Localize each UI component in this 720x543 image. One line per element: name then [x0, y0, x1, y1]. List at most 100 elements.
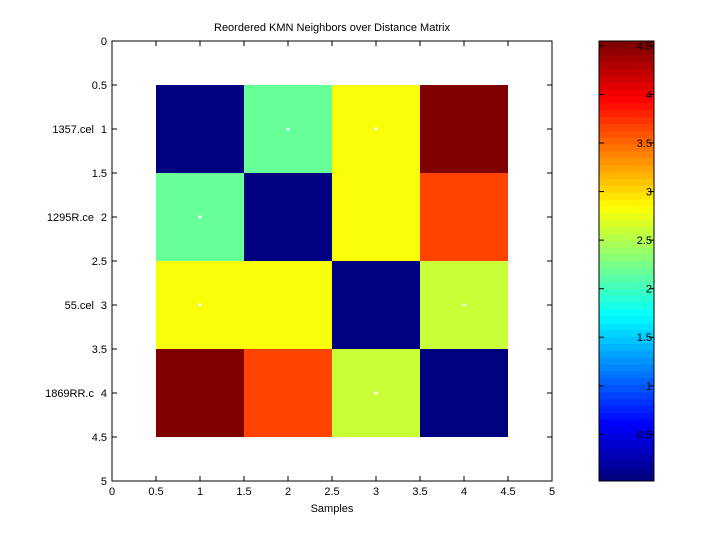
heatmap-cell — [420, 85, 508, 173]
x-tick-label: 3.5 — [412, 486, 427, 498]
colorbar-segment — [599, 474, 654, 482]
colorbar-tick-label: 1 — [646, 381, 652, 393]
colorbar-segment — [599, 288, 654, 296]
colorbar-tick-label: 2.5 — [637, 235, 652, 247]
colorbar-segment — [599, 384, 654, 393]
colorbar-segment — [599, 68, 654, 76]
colorbar-tick-label: 1.5 — [637, 332, 652, 344]
chart-title: Reordered KMN Neighbors over Distance Ma… — [214, 22, 450, 34]
colorbar-segment — [599, 295, 654, 303]
colorbar-segment — [599, 151, 654, 159]
x-tick-label: 0 — [109, 486, 115, 498]
heatmap-cell — [332, 261, 420, 349]
colorbar-segment — [599, 116, 654, 124]
colorbar-tick-label: 3 — [646, 187, 652, 199]
x-tick-label: 2.5 — [324, 486, 339, 498]
colorbar-segment — [599, 144, 654, 152]
colorbar-segment — [599, 453, 654, 461]
colorbar-segment — [599, 240, 654, 248]
x-tick-label: 1 — [197, 486, 203, 498]
heatmap-cell — [420, 173, 508, 261]
colorbar-segment — [599, 185, 654, 193]
colorbar-segment — [599, 343, 654, 351]
x-axis-label: Samples — [311, 503, 354, 515]
colorbar-segment — [599, 432, 654, 441]
row-sample-label: 1357.cel — [52, 124, 94, 136]
colorbar-segment — [599, 247, 654, 255]
y-tick-label: 2 — [101, 212, 107, 224]
neighbor-marker — [286, 127, 290, 131]
colorbar-segment — [599, 446, 654, 454]
colorbar-segment — [599, 364, 654, 372]
colorbar-segment — [599, 350, 654, 358]
x-tick-label: 2 — [285, 486, 291, 498]
colorbar-segment — [599, 47, 654, 56]
colorbar-segment — [599, 178, 654, 186]
colorbar-segment — [599, 419, 654, 427]
colorbar-segment — [599, 164, 654, 173]
y-tick-label: 4.5 — [92, 432, 107, 444]
colorbar-segment — [599, 199, 654, 207]
colorbar-segment — [599, 377, 654, 386]
row-sample-label: 55.cel — [65, 300, 94, 312]
colorbar-segment — [599, 281, 654, 289]
colorbar-segment — [599, 109, 654, 118]
row-sample-label: 1295R.ce — [47, 212, 94, 224]
colorbar-segment — [599, 89, 654, 97]
y-tick-label: 2.5 — [92, 256, 107, 268]
heatmap-cell — [156, 85, 244, 173]
heatmap-cell — [244, 173, 332, 261]
neighbor-marker — [198, 215, 202, 219]
y-tick-label: 5 — [101, 476, 107, 488]
colorbar-tick-label: 0.5 — [637, 429, 652, 441]
axis-ticks: 0 0.5 1 1.5 2 2.5 3 3.5 4 4.5 500.511.522.533.544.… — [45, 36, 555, 498]
colorbar-segment — [599, 61, 654, 69]
colorbar-tick-label: 3.5 — [637, 138, 652, 150]
neighbor-marker — [462, 303, 466, 307]
heatmap-cell — [420, 349, 508, 437]
y-tick-label: 3.5 — [92, 344, 107, 356]
heatmap-cell — [156, 349, 244, 437]
colorbar-segment — [599, 467, 654, 475]
x-tick-label: 3 — [373, 486, 379, 498]
x-tick-label: 0.5 — [148, 486, 163, 498]
colorbar-segment — [599, 302, 654, 310]
colorbar-segment — [599, 329, 654, 338]
colorbar-tick-label: 4 — [646, 89, 652, 101]
heatmap-cell — [244, 261, 332, 349]
colorbar-segment — [599, 157, 654, 166]
colorbar-segment — [599, 54, 654, 63]
colorbar-tick-label: 4.5 — [637, 41, 652, 53]
neighbor-marker — [374, 391, 378, 395]
colorbar-segment — [599, 123, 654, 131]
colorbar-segment — [599, 102, 654, 111]
colorbar-frame — [598, 40, 655, 482]
y-tick-label: 3 — [101, 300, 107, 312]
neighbor-markers — [198, 127, 466, 395]
heatmap-cell — [244, 349, 332, 437]
colorbar: 0.5 1 1.5 2 2.5 3 3.5 4 4.5 — [598, 40, 655, 482]
colorbar-segment — [599, 254, 654, 262]
y-tick-label: 4 — [101, 388, 107, 400]
colorbar-segment — [599, 41, 654, 49]
x-tick-label: 5 — [549, 486, 555, 498]
colorbar-segment — [599, 261, 654, 269]
heatmap-cells — [156, 85, 508, 437]
colorbar-segment — [599, 412, 654, 420]
colorbar-segment — [599, 192, 654, 200]
colorbar-segment — [599, 130, 654, 138]
y-tick-label: 0 — [101, 36, 107, 48]
colorbar-segment — [599, 316, 654, 324]
colorbar-segment — [599, 137, 654, 145]
colorbar-segment — [599, 82, 654, 90]
neighbor-marker — [198, 303, 202, 307]
colorbar-segment — [599, 357, 654, 365]
x-tick-label: 4.5 — [500, 486, 515, 498]
colorbar-tick-label: 2 — [646, 284, 652, 296]
row-sample-label: 1869RR.c — [45, 388, 94, 400]
x-tick-label: 1.5 — [236, 486, 251, 498]
colorbar-segment — [599, 96, 654, 104]
colorbar-segment — [599, 171, 654, 179]
